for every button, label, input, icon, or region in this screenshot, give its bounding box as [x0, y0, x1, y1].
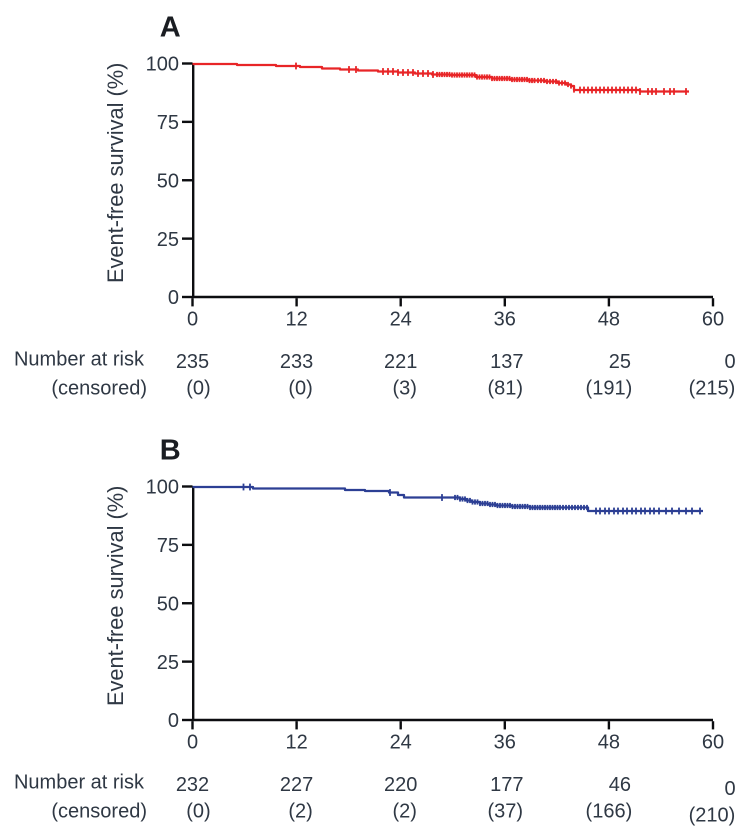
svg-text:221: 221 — [384, 351, 417, 373]
svg-text:0: 0 — [187, 732, 198, 754]
svg-text:137: 137 — [490, 351, 523, 373]
svg-text:235: 235 — [176, 351, 209, 373]
svg-text:0: 0 — [168, 287, 179, 309]
svg-text:12: 12 — [285, 732, 307, 754]
svg-text:48: 48 — [598, 732, 620, 754]
svg-text:(81): (81) — [488, 378, 524, 400]
svg-text:177: 177 — [490, 774, 523, 796]
svg-text:25: 25 — [157, 229, 179, 251]
svg-text:227: 227 — [280, 774, 313, 796]
svg-text:(0): (0) — [186, 378, 210, 400]
svg-text:24: 24 — [390, 732, 412, 754]
svg-text:A: A — [160, 11, 181, 43]
svg-text:60: 60 — [702, 732, 724, 754]
svg-text:233: 233 — [280, 351, 313, 373]
svg-text:50: 50 — [157, 170, 179, 192]
svg-text:100: 100 — [146, 54, 179, 76]
svg-text:24: 24 — [390, 309, 412, 331]
svg-text:48: 48 — [598, 309, 620, 331]
svg-text:36: 36 — [494, 309, 516, 331]
svg-text:(3): (3) — [392, 378, 416, 400]
svg-text:36: 36 — [494, 732, 516, 754]
svg-text:46: 46 — [609, 774, 631, 796]
svg-text:12: 12 — [285, 309, 307, 331]
svg-text:25: 25 — [157, 652, 179, 674]
svg-text:75: 75 — [157, 112, 179, 134]
svg-text:0: 0 — [724, 778, 735, 800]
svg-text:25: 25 — [609, 351, 631, 373]
svg-text:(2): (2) — [288, 801, 312, 823]
svg-text:75: 75 — [157, 535, 179, 557]
svg-text:0: 0 — [168, 710, 179, 732]
svg-text:B: B — [160, 434, 181, 466]
svg-text:Number at risk: Number at risk — [14, 349, 145, 371]
svg-text:(215): (215) — [689, 378, 736, 400]
svg-text:Event-free survival (%): Event-free survival (%) — [103, 63, 128, 283]
svg-text:50: 50 — [157, 594, 179, 616]
svg-text:0: 0 — [724, 351, 735, 373]
svg-text:0: 0 — [187, 309, 198, 331]
svg-text:(2): (2) — [392, 801, 416, 823]
svg-text:(censored): (censored) — [51, 801, 147, 823]
svg-text:(166): (166) — [586, 801, 633, 823]
svg-text:Number at risk: Number at risk — [14, 772, 145, 794]
svg-text:60: 60 — [702, 309, 724, 331]
svg-text:(censored): (censored) — [51, 378, 147, 400]
svg-text:100: 100 — [146, 477, 179, 499]
svg-text:(0): (0) — [288, 378, 312, 400]
svg-text:(210): (210) — [689, 805, 736, 827]
svg-text:Event-free survival (%): Event-free survival (%) — [103, 486, 128, 706]
svg-text:(191): (191) — [586, 378, 633, 400]
svg-text:(37): (37) — [488, 801, 524, 823]
svg-text:(0): (0) — [186, 801, 210, 823]
svg-text:232: 232 — [176, 774, 209, 796]
svg-text:220: 220 — [384, 774, 417, 796]
